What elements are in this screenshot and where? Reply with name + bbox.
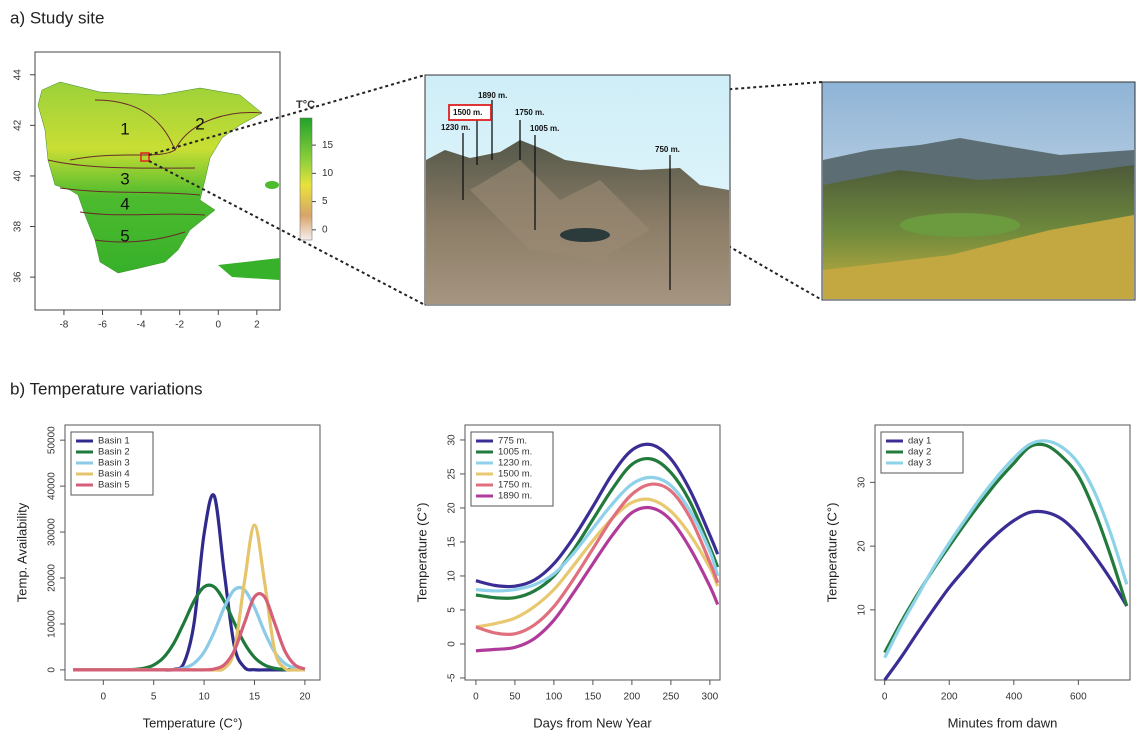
- y-tick-label: 10000: [47, 610, 58, 638]
- x-tick-label: 0: [473, 692, 479, 703]
- y-tick-label: -5: [447, 673, 458, 682]
- islands: [265, 181, 279, 189]
- x-axis-label: Days from New Year: [533, 715, 652, 730]
- y-axis-label: Temp. Availability: [14, 502, 29, 602]
- y-tick-label: 20000: [47, 564, 58, 592]
- x-tick-label: -2: [175, 320, 184, 331]
- x-tick-label: 2: [254, 320, 260, 331]
- x-tick-label: 250: [663, 692, 680, 703]
- y-tick-label: 40000: [47, 472, 58, 500]
- colorbar-tick-label: 15: [322, 140, 334, 151]
- y-tick-label: 0: [447, 641, 458, 647]
- page: a) Study site b) Temperature variations …: [0, 0, 1139, 736]
- legend-label: 1500 m.: [498, 469, 532, 480]
- y-axis-label: Temperature (C°): [414, 503, 429, 603]
- x-tick-label: 0: [882, 692, 888, 703]
- legend-label: 1750 m.: [498, 480, 532, 491]
- x-tick-label: 0: [101, 692, 107, 703]
- elevation-label: 1230 m.: [441, 123, 470, 132]
- basin-label: 5: [120, 226, 129, 245]
- y-tick-label: 10: [857, 604, 868, 616]
- x-tick-label: 200: [624, 692, 641, 703]
- y-tick-label: 40: [13, 170, 24, 182]
- x-tick-label: 300: [702, 692, 719, 703]
- colorbar-tick-label: 10: [322, 168, 334, 179]
- x-tick-label: 100: [546, 692, 563, 703]
- y-tick-label: 30: [857, 476, 868, 488]
- elevation-label: 750 m.: [655, 145, 680, 154]
- x-tick-label: 20: [299, 692, 311, 703]
- x-tick-label: 10: [199, 692, 211, 703]
- x-tick-label: -4: [137, 320, 146, 331]
- x-tick-label: 50: [509, 692, 521, 703]
- legend-label: 1890 m.: [498, 491, 532, 502]
- series-line: [476, 499, 718, 627]
- x-axis-label: Minutes from dawn: [948, 715, 1058, 730]
- site-photo: [822, 82, 1135, 300]
- elevation-label: 1005 m.: [530, 124, 559, 133]
- series-line: [885, 511, 1127, 680]
- figure: a) Study site b) Temperature variations …: [0, 0, 1139, 736]
- x-tick-label: 15: [249, 692, 261, 703]
- x-tick-label: 150: [585, 692, 602, 703]
- y-tick-label: 25: [447, 468, 458, 480]
- elevation-label: 1890 m.: [478, 91, 507, 100]
- legend-label: 1230 m.: [498, 458, 532, 469]
- legend-label: Basin 4: [98, 469, 130, 480]
- legend-label: Basin 2: [98, 447, 130, 458]
- x-tick-label: 400: [1005, 692, 1022, 703]
- x-tick-label: 0: [215, 320, 221, 331]
- x-tick-label: 200: [941, 692, 958, 703]
- y-tick-label: 10: [447, 570, 458, 582]
- legend-label: day 3: [908, 458, 931, 469]
- legend-label: Basin 3: [98, 458, 130, 469]
- y-tick-label: 20: [447, 502, 458, 514]
- basin-label: 2: [195, 114, 204, 133]
- series-line: [476, 508, 718, 651]
- x-tick-label: 5: [151, 692, 157, 703]
- panel-title: a) Study site: [10, 8, 105, 27]
- legend-label: 1005 m.: [498, 447, 532, 458]
- y-tick-label: 36: [13, 271, 24, 283]
- y-tick-label: 20: [857, 540, 868, 552]
- colorbar-tick-label: 0: [322, 224, 328, 235]
- y-tick-label: 5: [447, 607, 458, 613]
- basin-label: 1: [120, 119, 129, 138]
- legend-label: Basin 5: [98, 480, 130, 491]
- legend-label: Basin 1: [98, 436, 130, 447]
- basin-label: 4: [120, 194, 129, 213]
- y-tick-label: 30: [447, 434, 458, 446]
- x-tick-label: 600: [1070, 692, 1087, 703]
- y-tick-label: 30000: [47, 518, 58, 546]
- y-tick-label: 0: [47, 667, 58, 673]
- x-tick-label: -8: [59, 320, 68, 331]
- y-tick-label: 42: [13, 119, 24, 131]
- x-axis-label: Temperature (C°): [143, 715, 243, 730]
- panel-title: b) Temperature variations: [10, 379, 202, 398]
- colorbar: [300, 118, 312, 240]
- legend-label: day 2: [908, 447, 931, 458]
- elevation-label: 1500 m.: [453, 108, 482, 117]
- y-tick-label: 44: [13, 69, 24, 81]
- y-tick-label: 38: [13, 221, 24, 233]
- x-tick-label: -6: [98, 320, 107, 331]
- y-tick-label: 50000: [47, 426, 58, 454]
- elevation-label: 1750 m.: [515, 108, 544, 117]
- colorbar-tick-label: 5: [322, 196, 328, 207]
- legend-label: 775 m.: [498, 436, 527, 447]
- y-tick-label: 15: [447, 536, 458, 548]
- basin-label: 3: [120, 169, 129, 188]
- y-axis-label: Temperature (C°): [824, 503, 839, 603]
- legend-label: day 1: [908, 436, 931, 447]
